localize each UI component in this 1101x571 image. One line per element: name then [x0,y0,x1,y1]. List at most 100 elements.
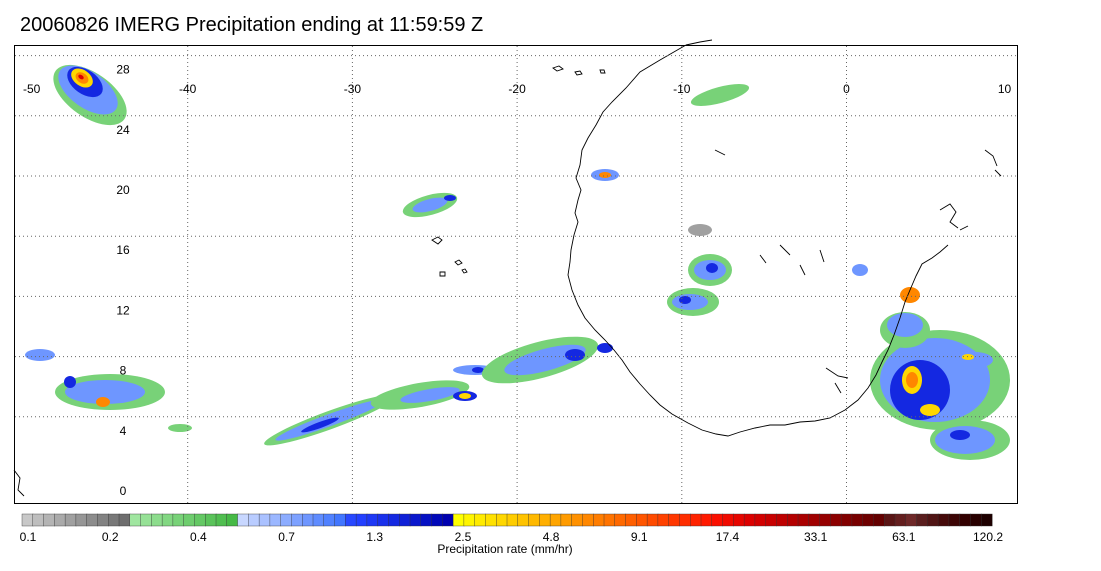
colorbar-swatch [571,513,583,527]
colorbar-swatch [808,513,821,527]
lat-tick-label: 24 [116,123,130,137]
precip-cell [78,74,84,80]
colorbar-swatch [215,513,228,527]
colorbar-swatch [830,513,842,527]
colorbar-swatch [420,513,433,527]
colorbar-swatch [506,513,519,527]
colorbar-swatch [377,513,389,527]
colorbar-swatch [32,513,45,527]
lon-tick-label: -30 [344,82,362,96]
precip-cell [65,380,145,404]
canary-islands [552,65,606,76]
colorbar-labels: 0.1 0.2 0.4 0.7 1.3 2.5 4.8 9.1 17.4 33.1 63.1 120.… [20,530,1004,544]
lat-tick-label: 28 [116,63,130,77]
colorbar-swatch [366,513,379,527]
colorbar-swatch [539,513,551,527]
colorbar-swatch [194,513,206,527]
colorbar-swatch [700,513,713,527]
colorbar-swatch [711,513,724,527]
colorbar-swatch [485,513,497,527]
graticule [15,46,1017,503]
colorbar-swatch [258,513,271,527]
colorbar-swatch [948,513,961,527]
colorbar-swatch [205,513,217,527]
precip-cell [400,387,460,403]
colorbar-swatch [593,513,605,527]
lon-tick-label: -10 [673,82,691,96]
precip-cell [301,417,339,433]
colorbar-swatch [172,513,185,527]
colorbar-swatch [668,513,680,527]
colorbar-swatch [280,513,292,527]
colorbar-swatch [690,513,702,527]
lat-tick-label: 8 [120,364,127,378]
colorbar-swatch [118,513,131,527]
precip-cell [96,397,110,407]
colorbar-swatch [97,513,109,527]
colorbar-swatch [161,513,174,527]
cape-verde-islands [431,236,468,277]
colorbar-swatch [226,513,239,527]
colorbar-swatch [797,513,810,527]
colorbar-swatch [722,513,734,527]
precip-cell [900,287,920,303]
colorbar-swatch [754,513,767,527]
colorbar-swatch [916,513,928,527]
precip-cell [565,349,585,361]
precip-cell [25,349,55,361]
colorbar-swatch [334,513,346,527]
colorbar-swatch [291,513,303,527]
colorbar-swatch [625,513,637,527]
colorbar-tick-label: 9.1 [631,530,648,544]
precip-cell [706,263,718,273]
precip-cell [957,352,993,368]
colorbar-swatch [75,513,88,527]
colorbar-swatch [442,513,454,527]
map-frame [14,45,1018,504]
colorbar-tick-label: 63.1 [892,530,916,544]
coastline [13,39,1002,497]
colorbar-swatch [819,513,831,527]
lon-tick-label: 10 [998,82,1012,96]
colorbar-tick-label: 1.3 [366,530,383,544]
precip-cell [472,367,484,373]
lon-tick-label: -50 [23,82,41,96]
colorbar-swatch [237,513,249,527]
colorbar-swatch [733,513,745,527]
lat-tick-label: 0 [120,484,127,498]
precip-cell [935,426,995,454]
colorbar-swatch [64,513,77,527]
lat-tick-label: 16 [116,243,130,257]
colorbar-swatch [636,513,648,527]
colorbar-tick-label: 0.1 [20,530,37,544]
lon-tick-label: -40 [179,82,197,96]
colorbar-swatch [873,513,885,527]
africa-coastline [567,44,949,437]
colorbar-tick-label: 0.4 [190,530,207,544]
colorbar-swatch [981,513,993,527]
colorbar-swatch [884,513,896,527]
colorbar-swatch [399,513,411,527]
colorbar-swatch [970,513,982,527]
colorbar-tick-label: 33.1 [804,530,828,544]
precip-cell [890,360,950,420]
colorbar-swatch [603,513,616,527]
colorbar-swatch [776,513,788,527]
colorbar-swatch [646,513,659,527]
colorbar-tick-label: 0.2 [102,530,119,544]
precip-cell [887,313,923,337]
colorbar-swatch [560,513,573,527]
colorbar-swatch [409,513,422,527]
precip-cell [597,343,613,353]
map-title: 20060826 IMERG Precipitation ending at 1… [20,14,484,36]
latitude-labels: 28 24 20 16 12 8 4 0 [116,63,130,498]
colorbar-swatch [765,513,777,527]
colorbar-swatch [129,513,142,527]
colorbar-swatch [323,513,336,527]
precip-cell [906,372,918,388]
colorbar-swatch [743,513,756,527]
precip-cell [64,376,76,388]
colorbar-swatch [388,513,400,527]
colorbar-swatch [312,513,325,527]
